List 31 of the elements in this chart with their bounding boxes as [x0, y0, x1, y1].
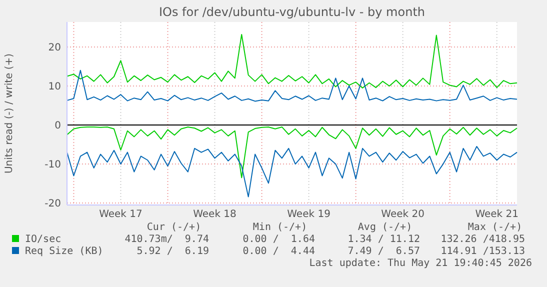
y-tick-label: -10 — [44, 160, 61, 171]
text: 0.00 / 1.64 — [242, 234, 315, 245]
line-series — [66, 34, 518, 88]
x-tick-label: Week 18 — [193, 209, 236, 220]
line-series — [66, 146, 518, 198]
x-tick-label: Week 20 — [381, 209, 424, 220]
text: 0.00 / 4.44 — [242, 246, 315, 257]
text: Max (-/+) — [468, 222, 522, 233]
y-axis-title: Units read (-) / write (+) — [4, 53, 15, 174]
x-tick-label: Week 19 — [287, 209, 330, 220]
y-tick-label: 0 — [54, 120, 61, 132]
y-tick-label: -20 — [44, 198, 61, 210]
text: 1.34 / 11.12 — [348, 234, 420, 245]
text: Last update: Thu May 21 19:40:45 2026 — [309, 258, 532, 269]
y-tick-label: 20 — [48, 42, 61, 54]
legend-label: Req Size (KB) — [25, 246, 104, 257]
chart-title: IOs for /dev/ubuntu-vg/ubuntu-lv - by month — [158, 5, 426, 19]
line-series — [66, 126, 518, 178]
text: 7.49 / 6.57 — [348, 246, 420, 257]
text: Avg (-/+) — [358, 222, 412, 233]
y-tick-label: 10 — [48, 81, 61, 92]
text: 114.91 /153.13 — [440, 246, 525, 257]
x-tick-label: Week 17 — [99, 209, 142, 220]
text: Min (-/+) — [252, 222, 308, 233]
line-series — [66, 70, 518, 102]
text: 132.26 /418.95 — [440, 234, 525, 245]
text: 410.73m/ 9.74 — [124, 234, 209, 245]
text: Cur (-/+) — [146, 222, 202, 233]
legend-label: IO/sec — [25, 234, 62, 245]
x-tick-label: Week 21 — [475, 209, 519, 220]
text: 5.92 / 6.19 — [136, 246, 209, 257]
